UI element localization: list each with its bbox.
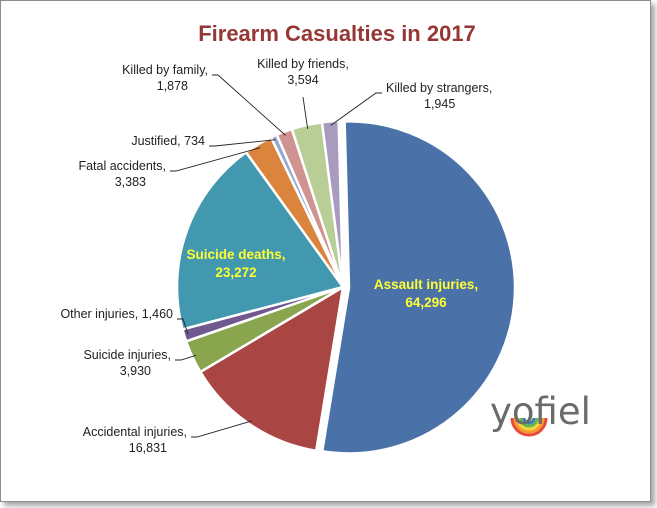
pie-slice-killed-by-strangers	[320, 119, 345, 288]
data-label-killed-by-family: Killed by family, 1,878	[122, 63, 208, 93]
data-label-fatal-accidents: Fatal accidents, 3,383	[78, 159, 166, 189]
data-label-killed-by-friends: Killed by friends, 3,594	[257, 57, 349, 87]
data-label-justified: Justified, 734	[131, 134, 205, 148]
leader-line-killed-by-friends	[302, 96, 309, 129]
data-label-assault-injuries: Assault injuries, 64,296	[374, 277, 478, 310]
chart-title: Firearm Casualties in 2017	[198, 21, 476, 46]
chart-frame: Firearm Casualties in 2017 Assault injur…	[0, 0, 651, 502]
rainbow-ring-icon	[509, 398, 549, 437]
leader-line-killed-by-family	[212, 74, 286, 136]
data-label-other-injuries: Other injuries, 1,460	[60, 307, 173, 321]
leader-line-fatal-accidents	[170, 147, 261, 172]
leader-line-suicide-injuries	[175, 354, 197, 361]
leader-line-justified	[209, 139, 276, 147]
data-label-killed-by-strangers: Killed by strangers, 1,945	[386, 81, 492, 111]
pie-slice-suicide-deaths	[175, 150, 346, 331]
leader-line-killed-by-strangers	[330, 92, 382, 126]
pie-slice-accidental-injuries	[198, 284, 345, 453]
leader-line-accidental-injuries	[191, 420, 252, 438]
logo-text: yofiel	[490, 390, 591, 433]
data-label-suicide-deaths: Suicide deaths, 23,272	[186, 247, 285, 280]
chart-canvas: Firearm Casualties in 2017 Assault injur…	[60, 21, 591, 455]
data-label-accidental-injuries: Accidental injuries, 16,831	[83, 425, 187, 455]
data-label-suicide-injuries: Suicide injuries, 3,930	[83, 348, 171, 378]
leader-line-other-injuries	[177, 318, 189, 335]
yofiel-logo: yofiel	[490, 390, 591, 437]
pie-slice-assault-injuries	[320, 120, 517, 455]
